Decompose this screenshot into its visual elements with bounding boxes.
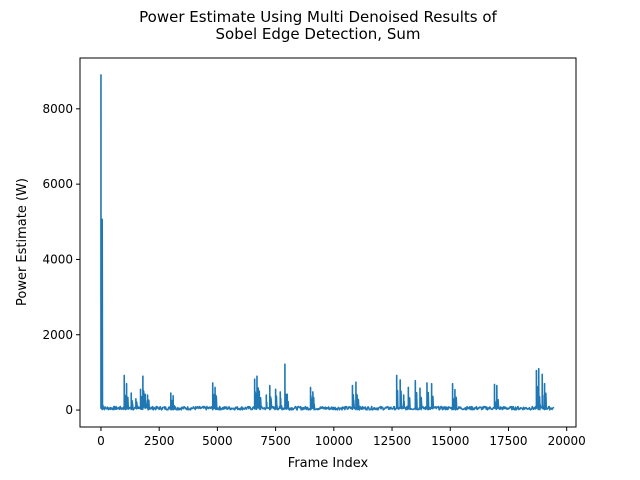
x-tick-label: 5000 bbox=[202, 434, 233, 448]
axes-frame bbox=[79, 57, 577, 428]
x-tick-label: 15000 bbox=[431, 434, 469, 448]
x-tick-label: 20000 bbox=[548, 434, 586, 448]
x-tick-label: 17500 bbox=[489, 434, 527, 448]
x-axis-ticks: 0 2500 5000 7500 10000 12500 15000 17500 20000 bbox=[97, 427, 586, 448]
x-tick-label: 2500 bbox=[144, 434, 175, 448]
y-tick-label: 2000 bbox=[42, 328, 73, 342]
power-series-line bbox=[100, 74, 555, 411]
x-tick-label: 12500 bbox=[373, 434, 411, 448]
x-tick-label: 10000 bbox=[315, 434, 353, 448]
y-tick-label: 0 bbox=[65, 403, 73, 417]
y-tick-label: 6000 bbox=[42, 177, 73, 191]
x-tick-label: 0 bbox=[97, 434, 105, 448]
y-axis-label: Power Estimate (W) bbox=[15, 178, 30, 306]
plot-area bbox=[100, 74, 555, 411]
chart-title-line2: Sobel Edge Detection, Sum bbox=[216, 25, 421, 43]
y-axis-ticks: 0 2000 4000 6000 8000 bbox=[42, 102, 80, 417]
y-tick-label: 4000 bbox=[42, 252, 73, 266]
x-tick-label: 7500 bbox=[260, 434, 291, 448]
x-axis-label: Frame Index bbox=[288, 456, 369, 471]
chart-title-line1: Power Estimate Using Multi Denoised Resu… bbox=[139, 8, 497, 26]
y-tick-label: 8000 bbox=[42, 102, 73, 116]
